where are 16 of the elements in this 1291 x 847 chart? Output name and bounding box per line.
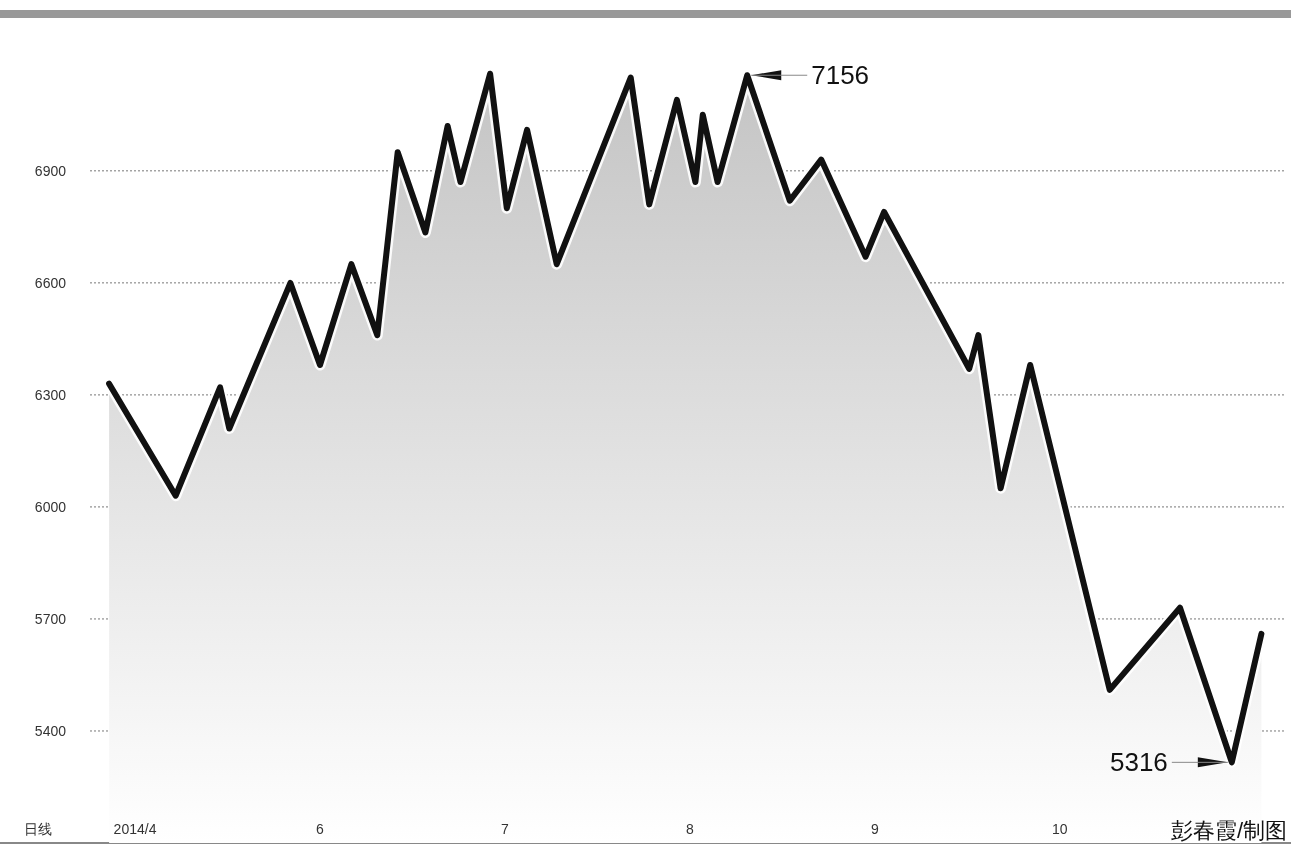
y-tick-label: 6300	[34, 386, 67, 403]
y-tick-label: 5400	[34, 722, 67, 739]
y-tick-label: 6600	[34, 274, 67, 291]
y-tick-label: 5700	[34, 610, 67, 627]
y-tick-label: 6900	[34, 162, 67, 179]
x-tick-label: 10	[1052, 821, 1068, 837]
x-tick-label: 9	[870, 821, 879, 837]
annotation: 7156	[811, 60, 870, 91]
annotation: 5316	[1109, 747, 1168, 778]
x-tick-label: 2014/4	[113, 821, 157, 837]
x-tick-label: 8	[685, 821, 694, 837]
x-tick-label: 6	[316, 821, 325, 837]
y-tick-label: 6000	[34, 498, 67, 515]
x-axis-title: 日线	[24, 821, 52, 837]
annotation: 彭春霞/制图	[1170, 818, 1287, 843]
x-tick-label: 7	[501, 821, 510, 837]
